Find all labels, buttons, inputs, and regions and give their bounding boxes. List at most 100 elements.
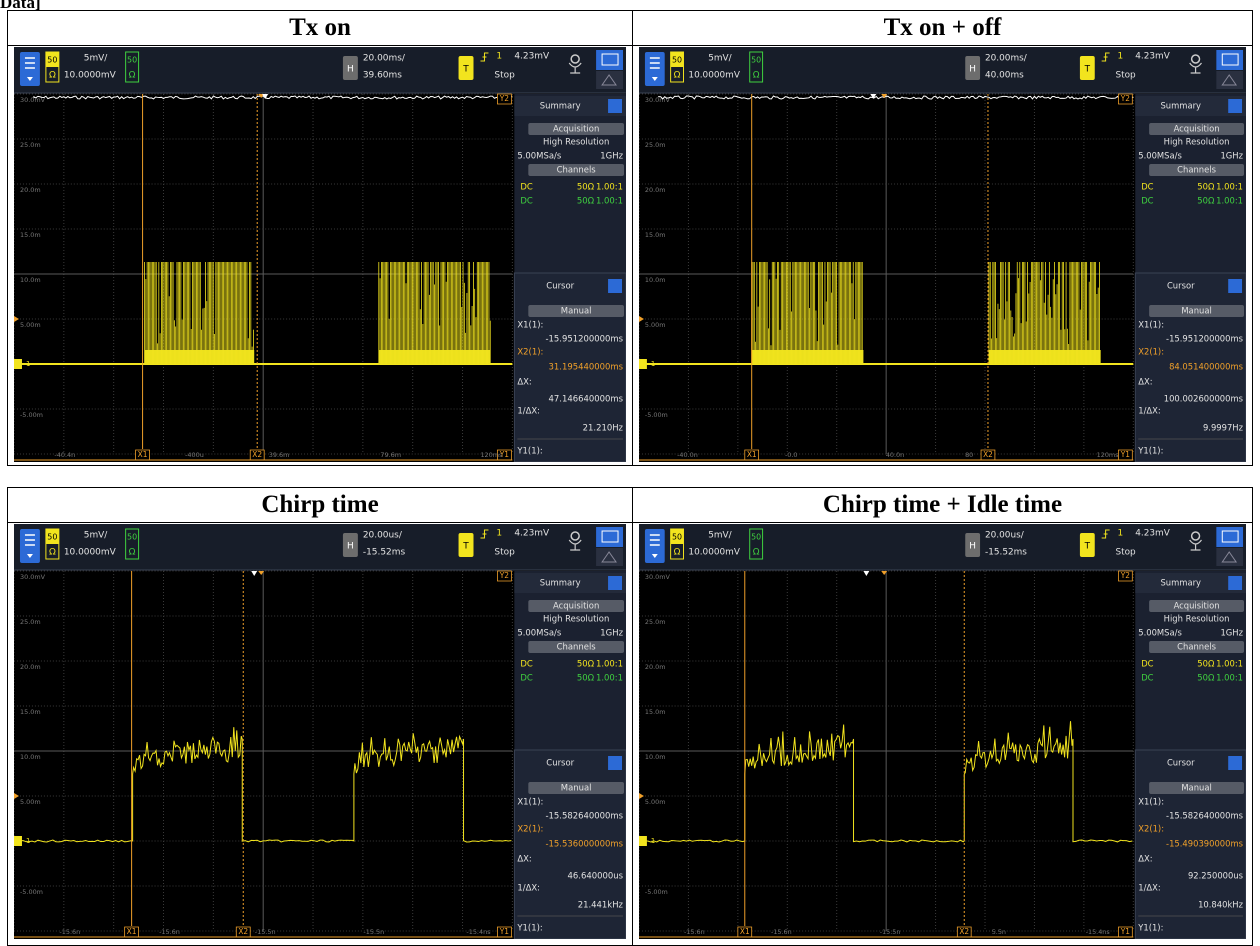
cursor-x2-label: X2(1): [1138, 346, 1164, 356]
panel-title: Chirp time [8, 488, 632, 522]
summary-title: Summary [540, 100, 581, 110]
scope-screen: 50Ω5mV/10.0000mV50ΩH20.00us/-15.52msT14.… [14, 524, 626, 939]
cursor-y1-tag: Y1 [499, 927, 510, 936]
acquisition-mode: High Resolution [1164, 136, 1230, 146]
summary-title: Summary [540, 577, 581, 587]
y-axis-label: 30.0mV [20, 573, 46, 581]
y-axis-label: 15.0m [645, 231, 666, 239]
cursor-y2-tag: Y2 [499, 94, 509, 103]
cursor-inv-value: 10.840kHz [1198, 899, 1243, 909]
zoom-button[interactable] [596, 50, 623, 70]
ch1-offset: 10.0000mV [64, 547, 117, 557]
y-axis-label: 20.0m [645, 186, 666, 194]
y-axis-label: 25.0m [20, 141, 41, 149]
timebase: 20.00ms/ [363, 53, 406, 63]
ch1-impedance: 50 [672, 55, 682, 64]
cursor-x1-value: -15.582640000ms [545, 810, 623, 820]
acquisition-heading: Acquisition [553, 123, 599, 133]
panel-header: Tx on [7, 10, 633, 46]
panel-title: Tx on + off [633, 11, 1252, 45]
x-axis-label: -40.4n [54, 451, 75, 459]
delay: -15.52ms [363, 547, 406, 557]
channel-coupling: DC [520, 672, 533, 682]
acquisition-heading: Acquisition [1174, 600, 1220, 610]
y-axis-label: 25.0m [645, 141, 666, 149]
cursor-x1-tag: X1 [138, 450, 148, 459]
cursor-x2-value: 84.051400000ms [1169, 361, 1243, 371]
cursor-x2-label: X2(1): [517, 823, 543, 833]
channels-heading: Channels [1177, 164, 1216, 174]
summary-icon [1228, 99, 1242, 113]
summary-title: Summary [1160, 100, 1201, 110]
x-axis-label: -15.6n [59, 928, 80, 936]
cursor-x2-value: -15.536000000ms [545, 838, 623, 848]
cursor-x2-tag: X2 [983, 450, 993, 459]
panel-title: Tx on [8, 11, 632, 45]
y-axis-label: 10.0m [645, 753, 666, 761]
channel-impedance: 50Ω [577, 658, 595, 668]
ch1-impedance: 50 [47, 55, 57, 64]
scope-screen: 50Ω5mV/10.0000mV50ΩH20.00us/-15.52msT14.… [639, 524, 1246, 939]
cursor-icon [608, 756, 622, 770]
y-axis-label: 25.0m [645, 618, 666, 626]
channel-impedance: 50Ω [1197, 181, 1215, 191]
sample-rate: 5.00MSa/s [517, 627, 561, 637]
cursor-x2-label: X2(1): [517, 346, 543, 356]
y-axis-label: -5.00m [645, 411, 668, 419]
measure-button[interactable] [596, 71, 623, 89]
bandwidth: 1GHz [600, 150, 623, 160]
x-axis-label: 120ms [480, 451, 503, 459]
cursor-title: Cursor [546, 280, 574, 290]
channel-impedance: 50Ω [1197, 672, 1215, 682]
x-axis-label: 39.6m [269, 451, 290, 459]
measure-button[interactable] [1216, 548, 1243, 566]
zoom-button[interactable] [1216, 50, 1243, 70]
trigger-level: 4.23mV [1135, 51, 1170, 61]
channel-coupling: DC [1141, 672, 1153, 682]
channel-probe: 1.00:1 [596, 658, 623, 668]
measure-button[interactable] [1216, 71, 1243, 89]
cursor-dx-label: ΔX: [1138, 853, 1152, 863]
acquisition-mode: High Resolution [1164, 613, 1230, 623]
trigger-label: T [462, 541, 469, 551]
summary-icon [608, 576, 622, 590]
y-axis-label: -5.00m [645, 888, 668, 896]
channel-probe: 1.00:1 [596, 195, 623, 205]
ch1-unit: Ω [49, 547, 56, 557]
ch1-offset: 10.0000mV [688, 70, 740, 80]
cursor-inv-label: 1/ΔX: [517, 405, 540, 415]
summary-icon [608, 99, 622, 113]
trigger-level: 4.23mV [514, 51, 550, 61]
cursor-x1-tag: X1 [747, 450, 757, 459]
run-state: Stop [1116, 547, 1137, 557]
y-axis-label: -5.00m [20, 888, 43, 896]
ch1-unit: Ω [674, 547, 681, 557]
cursor-dx-value: 46.640000us [568, 870, 623, 880]
channel-probe: 1.00:1 [596, 672, 623, 682]
cursor-y2-tag: Y2 [1120, 94, 1130, 103]
y-axis-label: 10.0m [20, 276, 41, 284]
cursor-x2-label: X2(1): [1138, 823, 1164, 833]
x-axis-label: -15.6n [159, 928, 180, 936]
cursor-inv-label: 1/ΔX: [1138, 405, 1160, 415]
trigger-source: 1 [1117, 528, 1123, 538]
zoom-button[interactable] [1216, 527, 1243, 547]
acquisition-heading: Acquisition [1174, 123, 1220, 133]
channel-coupling: DC [520, 181, 533, 191]
channel-impedance: 50Ω [577, 672, 595, 682]
zoom-button[interactable] [596, 527, 623, 547]
panel-header: Tx on + off [632, 10, 1253, 46]
ch2-impedance: 50 [751, 532, 761, 541]
ch2-unit: Ω [753, 547, 760, 557]
cursor-y1-label: Y1(1): [1137, 445, 1163, 455]
measure-button[interactable] [596, 548, 623, 566]
cursor-y2-tag: Y2 [1120, 571, 1130, 580]
trigger-label: T [1084, 541, 1091, 551]
channel-probe: 1.00:1 [1216, 672, 1243, 682]
x-axis-label: -15.4ns [1086, 928, 1111, 936]
delay: 40.00ms [985, 70, 1024, 80]
ch2-impedance: 50 [751, 55, 761, 64]
timebase: 20.00us/ [363, 530, 403, 540]
x-axis-label: 5.5n [992, 928, 1006, 936]
y-axis-label: 5.00m [645, 798, 666, 806]
